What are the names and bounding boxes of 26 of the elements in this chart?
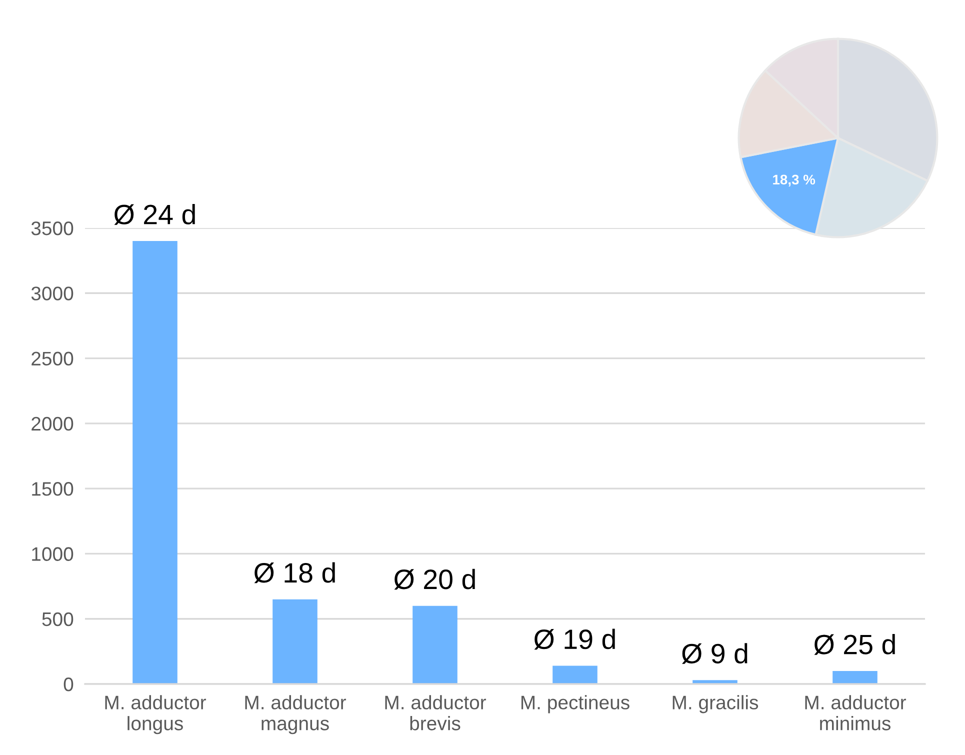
x-tick-label: M. adductor minimus — [805, 695, 906, 730]
annotation: Ø 24 d — [114, 204, 195, 225]
bar — [552, 666, 598, 684]
y-tick-label: 500 — [42, 612, 74, 626]
y-tick-label: 2500 — [32, 352, 74, 366]
x-tick-label: M. adductor magnus — [245, 695, 346, 734]
annotation: Ø 9 d — [682, 643, 748, 664]
y-tick-label: 3500 — [31, 221, 74, 236]
x-tick-label: M. adductor longus — [105, 695, 206, 734]
annotation: Ø 25 d — [814, 634, 895, 655]
y-tick-label: 3000 — [31, 286, 74, 300]
annotation: Ø 18 d — [254, 562, 335, 584]
y-tick-label: 0 — [64, 677, 74, 692]
annotation: Ø 19 d — [534, 628, 615, 650]
x-tick-label: M. pectineus — [521, 695, 630, 714]
y-tick-label: 2000 — [32, 416, 74, 431]
x-tick-label: M. gracilis — [672, 695, 758, 714]
y-tick-label: 1500 — [32, 482, 74, 496]
annotation: Ø 20 d — [394, 568, 475, 590]
x-tick-label: M. adductor brevis — [385, 695, 486, 730]
data-label: 18,3 % — [773, 174, 816, 187]
bar — [412, 606, 458, 684]
bar — [132, 241, 178, 684]
y-tick-label: 1000 — [32, 547, 74, 561]
bar — [272, 599, 318, 684]
bar — [832, 670, 878, 684]
